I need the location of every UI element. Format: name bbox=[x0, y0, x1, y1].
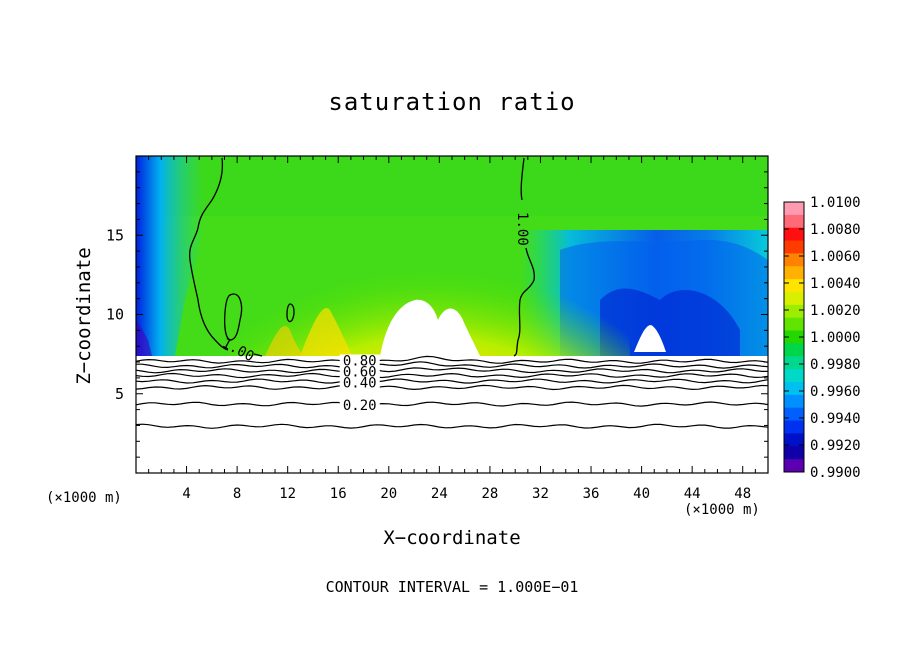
x-tick-label-2: 12 bbox=[279, 486, 296, 502]
x-tick-label-11: 48 bbox=[734, 486, 751, 502]
colorbar-swatch-5 bbox=[784, 266, 804, 280]
colorbar-label-6: 0.9980 bbox=[810, 357, 861, 373]
y-tick-label-2: 15 bbox=[106, 226, 124, 244]
contour-label-bg-5 bbox=[339, 398, 380, 411]
colorbar-swatch-10 bbox=[784, 330, 804, 344]
y-axis-ticks bbox=[136, 171, 768, 458]
contour-labels: 1.001.00 0.800.600.400.20 bbox=[219, 212, 530, 414]
colorbar-label-7: 0.9960 bbox=[810, 384, 861, 400]
colorbar-swatch-9 bbox=[784, 317, 804, 332]
contour-label-bg-2 bbox=[339, 354, 380, 367]
y-axis-tick-labels: 5 10 15 bbox=[106, 226, 124, 403]
lower-contour-4 bbox=[135, 378, 769, 384]
y-tick-label-0: 5 bbox=[115, 385, 124, 403]
contour-label-bg-4 bbox=[339, 376, 380, 389]
colorbar-swatch-17 bbox=[784, 420, 804, 434]
lower-contour-6 bbox=[135, 401, 769, 407]
lower-contour-lines bbox=[135, 355, 769, 429]
x-axis-unit-left: (×1000 m) bbox=[46, 490, 122, 506]
x-tick-label-9: 40 bbox=[633, 486, 650, 502]
lower-contour-2 bbox=[135, 367, 768, 374]
x-tick-label-7: 32 bbox=[532, 486, 549, 502]
colorbar-labels: 1.0100 1.0080 1.0060 1.0040 1.0020 1.0000 0.99… bbox=[810, 195, 861, 481]
lower-contour-3 bbox=[135, 372, 769, 379]
x-tick-label-8: 36 bbox=[583, 486, 600, 502]
colorbar-label-2: 1.0060 bbox=[810, 249, 861, 265]
contour-label-0: 1.00 bbox=[514, 212, 530, 246]
contour-1-loop-b bbox=[286, 303, 295, 323]
contour-1-left bbox=[188, 157, 229, 351]
colorbar-swatch-13 bbox=[784, 369, 804, 383]
colorbar-swatch-16 bbox=[784, 407, 804, 422]
contour-interval-note: CONTOUR INTERVAL = 1.000E−01 bbox=[325, 578, 579, 596]
colorbar-swatch-18 bbox=[784, 433, 804, 447]
lower-contour-1 bbox=[136, 361, 769, 369]
lower-contour-0 bbox=[135, 355, 769, 364]
colorbar-label-8: 0.9940 bbox=[810, 411, 861, 427]
x-tick-label-6: 28 bbox=[481, 486, 498, 502]
x-tick-label-1: 8 bbox=[233, 486, 241, 502]
contour-1-loop-a bbox=[224, 293, 243, 341]
colorbar-swatch-11 bbox=[784, 343, 804, 357]
colorbar-swatch-15 bbox=[784, 394, 804, 409]
colorbar-swatch-20 bbox=[784, 459, 804, 473]
contour-label-4: 0.40 bbox=[343, 376, 377, 392]
contour-label-5: 0.20 bbox=[343, 398, 377, 414]
colorbar-swatch-3 bbox=[784, 240, 804, 254]
contour-1-left-tail bbox=[253, 353, 263, 357]
colorbar-label-10: 0.9900 bbox=[810, 465, 861, 481]
lower-contour-7 bbox=[135, 423, 769, 429]
x-axis-label: X−coordinate bbox=[383, 527, 521, 549]
x-axis-tick-labels: 4 8 12 16 20 24 28 32 36 40 44 48 bbox=[182, 486, 751, 502]
chart-title: saturation ratio bbox=[328, 88, 576, 116]
x-axis-unit-right: (×1000 m) bbox=[684, 502, 760, 518]
x-tick-label-4: 20 bbox=[380, 486, 397, 502]
colorbar-swatch-6 bbox=[784, 279, 804, 293]
y-tick-label-1: 10 bbox=[106, 306, 124, 324]
colorbar-label-1: 1.0080 bbox=[810, 222, 861, 238]
colorbar-swatch-1 bbox=[784, 214, 804, 229]
x-tick-label-5: 24 bbox=[431, 486, 448, 502]
contour-label-bg-3 bbox=[339, 365, 380, 378]
x-tick-label-0: 4 bbox=[182, 486, 190, 502]
colorbar-label-4: 1.0020 bbox=[810, 303, 861, 319]
y-axis-label: Z−coordinate bbox=[73, 247, 95, 385]
colorbar-label-0: 1.0100 bbox=[810, 195, 861, 211]
saturation-field bbox=[136, 156, 768, 473]
colorbar-swatch-2 bbox=[784, 227, 804, 242]
contour-lines bbox=[188, 157, 535, 357]
x-tick-label-3: 16 bbox=[330, 486, 347, 502]
x-axis-ticks bbox=[148, 156, 756, 473]
colorbar-label-3: 1.0040 bbox=[810, 276, 861, 292]
x-tick-label-10: 44 bbox=[684, 486, 701, 502]
colorbar-swatch-12 bbox=[784, 356, 804, 370]
contour-label-3: 0.60 bbox=[343, 365, 377, 381]
colorbar-swatch-0 bbox=[784, 202, 804, 216]
colorbar bbox=[783, 201, 805, 473]
colorbar-label-5: 1.0000 bbox=[810, 330, 861, 346]
colorbar-swatch-7 bbox=[784, 292, 804, 306]
colorbar-swatch-8 bbox=[784, 304, 804, 319]
contour-1-right bbox=[513, 157, 535, 357]
lower-contour-5 bbox=[135, 384, 769, 391]
colorbar-swatch-4 bbox=[784, 253, 804, 267]
contour-label-2: 0.80 bbox=[343, 353, 377, 369]
colorbar-swatch-19 bbox=[784, 446, 804, 460]
colorbar-swatch-14 bbox=[784, 382, 804, 396]
colorbar-label-9: 0.9920 bbox=[810, 438, 861, 454]
